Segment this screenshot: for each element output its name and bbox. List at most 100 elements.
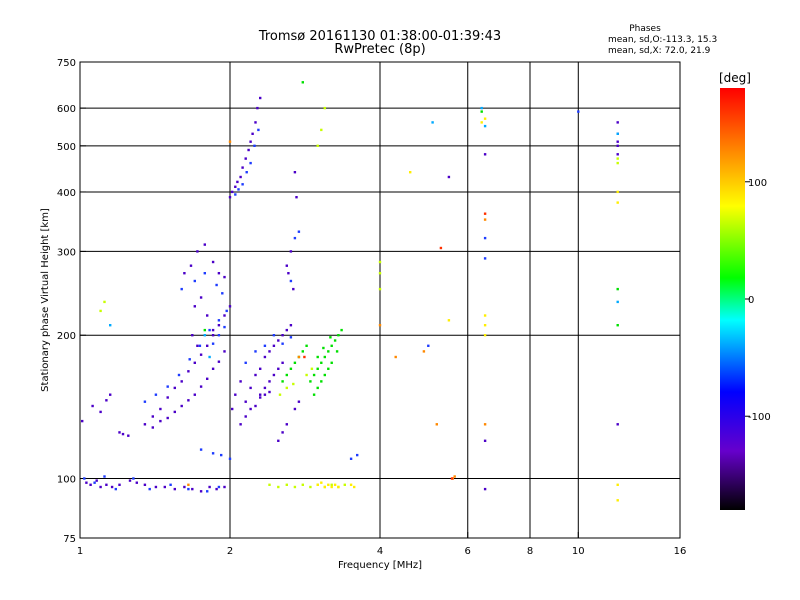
data-point xyxy=(223,325,226,329)
data-point xyxy=(228,196,232,199)
x-tick-label: 6 xyxy=(465,546,471,557)
data-point xyxy=(616,324,619,327)
data-point xyxy=(211,452,215,455)
data-point xyxy=(285,386,288,390)
data-point xyxy=(343,483,346,486)
data-point xyxy=(203,243,206,246)
data-point xyxy=(234,193,237,196)
data-point xyxy=(268,483,271,486)
y-tick-label: 300 xyxy=(57,247,76,258)
data-point xyxy=(223,485,226,489)
data-point xyxy=(483,236,487,240)
chart-title: Tromsø 20161130 01:38:00-01:39:43 xyxy=(258,29,501,44)
colorbar-tick-label: -100 xyxy=(748,412,771,423)
data-point xyxy=(289,367,293,370)
data-point xyxy=(173,487,176,491)
data-point xyxy=(292,382,295,386)
data-point xyxy=(295,196,298,199)
data-point xyxy=(159,407,162,411)
data-point xyxy=(616,287,619,291)
data-point xyxy=(281,361,284,364)
data-point xyxy=(148,487,151,491)
data-point xyxy=(289,324,293,327)
data-point xyxy=(223,275,226,279)
data-point xyxy=(309,380,312,383)
data-point xyxy=(289,250,293,253)
data-point xyxy=(239,175,242,179)
data-point xyxy=(249,386,252,390)
data-point xyxy=(293,485,297,489)
data-point xyxy=(206,314,209,317)
data-point xyxy=(249,161,252,165)
phases-x-stats: mean, sd,X: 72.0, 21.9 xyxy=(608,46,711,56)
data-point xyxy=(241,183,244,186)
data-point xyxy=(323,485,326,489)
data-point xyxy=(231,190,234,194)
data-point xyxy=(183,272,186,275)
data-point xyxy=(289,279,293,283)
data-point xyxy=(293,171,297,174)
data-point xyxy=(239,423,242,426)
data-point xyxy=(151,415,154,418)
data-point xyxy=(285,423,288,426)
data-point xyxy=(303,355,306,359)
data-point xyxy=(616,157,619,160)
data-point xyxy=(330,483,333,486)
data-point xyxy=(118,431,121,434)
data-point xyxy=(217,485,221,489)
data-point xyxy=(330,361,333,364)
data-point xyxy=(99,410,102,414)
data-point xyxy=(105,483,108,486)
data-point xyxy=(173,386,176,390)
x-tick-label: 16 xyxy=(674,546,687,557)
data-point xyxy=(616,483,619,486)
data-point xyxy=(483,218,487,221)
colorbar-ticks: 100 0 -100 xyxy=(745,178,771,423)
data-point xyxy=(480,110,483,113)
data-point xyxy=(220,453,223,457)
data-point xyxy=(616,153,619,156)
data-point xyxy=(187,487,190,491)
data-point xyxy=(483,117,487,120)
data-point xyxy=(217,319,221,322)
data-point xyxy=(223,314,226,317)
data-point xyxy=(293,361,297,364)
data-point xyxy=(259,96,262,100)
data-point xyxy=(132,477,135,480)
data-point xyxy=(483,423,487,426)
data-point xyxy=(223,350,226,353)
data-point xyxy=(234,185,237,188)
data-point xyxy=(337,334,340,337)
data-point xyxy=(121,432,125,436)
data-point xyxy=(483,324,487,327)
data-point xyxy=(217,334,221,337)
data-point xyxy=(297,400,301,403)
data-point xyxy=(268,390,271,394)
data-point xyxy=(263,393,267,396)
data-point xyxy=(180,404,183,408)
data-point xyxy=(268,350,271,353)
data-point xyxy=(349,457,353,460)
data-point xyxy=(169,483,172,486)
data-point xyxy=(322,346,325,350)
y-tick-label: 750 xyxy=(57,58,76,69)
data-point xyxy=(287,272,290,275)
data-point xyxy=(616,499,619,502)
data-point xyxy=(277,367,280,370)
data-point xyxy=(309,485,312,489)
chart-subtitle: RwPretec (8p) xyxy=(334,42,425,57)
data-point xyxy=(151,426,154,429)
data-point xyxy=(316,386,319,390)
data-point xyxy=(206,490,209,493)
data-point xyxy=(329,336,332,339)
data-point xyxy=(259,393,262,396)
data-point xyxy=(254,121,257,124)
data-point xyxy=(211,334,215,337)
data-point xyxy=(114,487,117,491)
data-point xyxy=(320,380,323,383)
data-point xyxy=(215,487,218,491)
data-point xyxy=(616,300,619,304)
data-point xyxy=(259,396,262,399)
data-point xyxy=(277,485,280,489)
